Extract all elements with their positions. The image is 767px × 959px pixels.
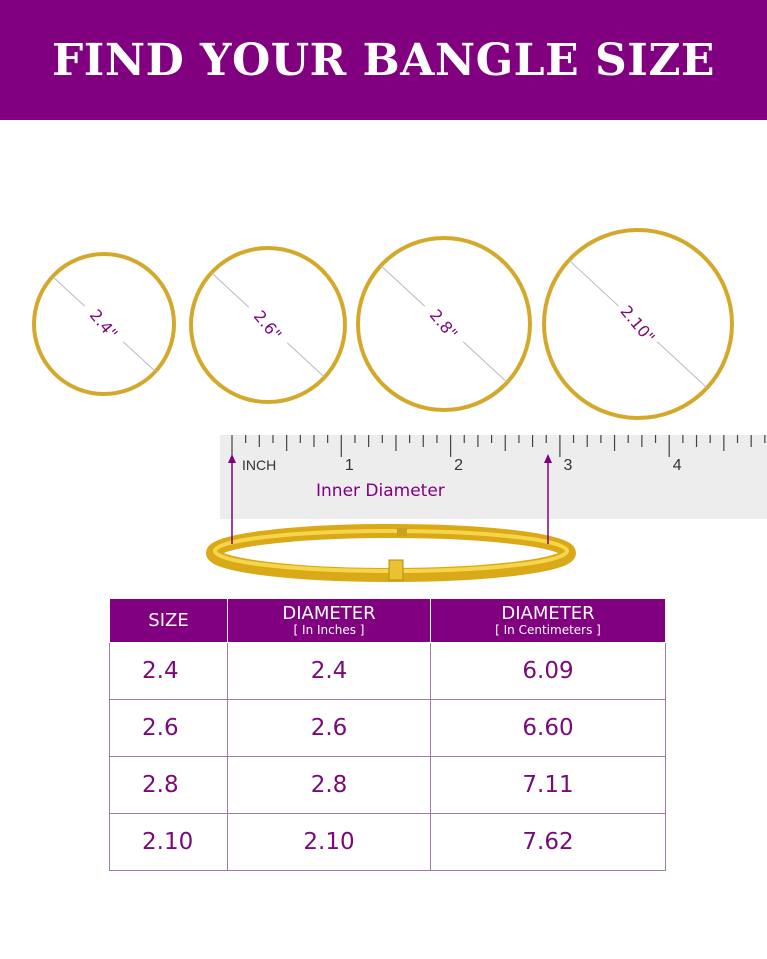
bangle-ring: 2.4" xyxy=(32,252,176,396)
bangle-illustration: 2.4" 2.6" 2.8" 2.10" INCH 1 2 3 4 Inner Diamet… xyxy=(32,228,767,582)
ring-circle xyxy=(542,228,734,420)
page-title: FIND YOUR BANGLE SIZE xyxy=(52,34,715,86)
inner-diameter-arrows xyxy=(228,454,552,544)
ruler: INCH 1 2 3 4 Inner Diameter xyxy=(220,435,767,519)
header-size: SIZE xyxy=(109,598,228,643)
size-table: SIZE DIAMETER[ In Inches ] DIAMETER[ In … xyxy=(109,598,666,871)
ruler-number: 2 xyxy=(454,457,463,474)
bangle-ring: 2.6" xyxy=(189,246,347,404)
ruler-number: 4 xyxy=(673,457,682,474)
table-row: 2.6 2.6 6.60 xyxy=(109,699,666,757)
header-diameter-cm: DIAMETER[ In Centimeters ] xyxy=(430,598,666,643)
bangle-photo xyxy=(206,524,576,582)
table-row: 2.4 2.4 6.09 xyxy=(109,642,666,700)
header-diameter-inches: DIAMETER[ In Inches ] xyxy=(227,598,431,643)
inner-diameter-caption: Inner Diameter xyxy=(316,481,445,501)
ring-circle xyxy=(189,246,347,404)
ruler-number: 1 xyxy=(345,457,354,474)
table-row: 2.10 2.10 7.62 xyxy=(109,813,666,871)
ring-circle xyxy=(32,252,176,396)
ruler-unit-label: INCH xyxy=(242,457,276,473)
table-row: 2.8 2.8 7.11 xyxy=(109,756,666,814)
ring-circle xyxy=(356,236,532,412)
bangle-ring: 2.8" xyxy=(356,236,532,412)
ruler-number: 3 xyxy=(563,457,572,474)
title-banner: FIND YOUR BANGLE SIZE xyxy=(0,0,767,120)
bangle-ring: 2.10" xyxy=(542,228,734,420)
